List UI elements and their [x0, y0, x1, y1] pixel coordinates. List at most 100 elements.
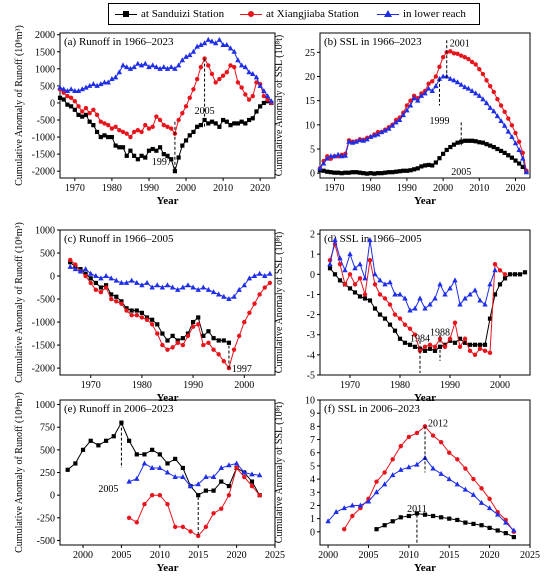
chart-c-series-0-point	[88, 276, 93, 281]
chart-e-series-0-point	[219, 479, 224, 484]
chart-a-series-1-point	[261, 93, 267, 99]
chart-a-series-1-point	[217, 76, 222, 82]
chart-d-series-1-point	[377, 292, 383, 297]
chart-b-series-1-point	[498, 103, 504, 108]
chart-c-ytick-label: 1000	[35, 226, 55, 237]
chart-b-series-2-point	[386, 125, 392, 131]
chart-b-ytick-label: 0	[310, 169, 315, 180]
chart-c-series-2-point	[88, 270, 94, 276]
chart-c-series-2-point	[139, 282, 145, 288]
chart-b-series-2-point	[494, 113, 501, 119]
chart-a-annotation-label: 1997	[152, 157, 172, 168]
chart-d-series-1-point	[362, 292, 368, 297]
chart-a-series-1-point	[235, 80, 241, 85]
chart-c-series-0-point	[103, 283, 109, 288]
chart-a-ytick-label: 1000	[35, 64, 55, 75]
chart-b-series-2-point	[462, 84, 468, 90]
chart-b-series-2-point	[360, 137, 367, 143]
chart-d-series-0-point	[457, 336, 463, 341]
chart-b-ylabel: Cumulative Anomaly of SSL (10⁸t)	[274, 35, 285, 176]
chart-d-series-0-point	[367, 298, 373, 303]
chart-f-series-2-point	[454, 481, 461, 487]
chart-b-series-2-point	[476, 92, 483, 98]
chart-b-series-2-point	[317, 165, 323, 171]
chart-b-series-1-point	[502, 109, 507, 114]
chart-a-series-1-point	[102, 121, 107, 126]
chart-a-title: (a) Runoff in 1966–2023	[64, 36, 174, 48]
chart-f-ytick-label: 10	[305, 396, 315, 407]
chart-f-series-1-point	[438, 439, 444, 445]
chart-e-series-0-point	[196, 493, 201, 498]
chart-a-series-1-point	[239, 85, 244, 90]
chart-c-series-2-point	[123, 279, 130, 285]
chart-a-series-1-point	[180, 110, 185, 116]
chart-d-series-0-point	[482, 342, 488, 347]
chart-b-series-2-point	[335, 151, 341, 157]
chart-e-series-1-point	[126, 515, 132, 521]
chart-b-xtick-label: 1990	[397, 183, 417, 194]
chart-a-series-0-point	[87, 119, 92, 124]
chart-d-series-2-point	[492, 267, 498, 273]
chart-a-series-2-point	[120, 62, 126, 68]
chart-d-series-2-point	[437, 281, 443, 287]
chart-a-series-1-point	[61, 90, 66, 95]
chart-d-series-1-point	[357, 276, 363, 281]
chart-f-ytick-label: 2	[310, 501, 315, 512]
chart-b-series-1-point	[491, 89, 496, 95]
chart-b-series-1-point	[516, 139, 522, 144]
chart-f-series-0-point	[471, 521, 476, 527]
chart-a-series-0-point	[169, 157, 174, 162]
chart-f-series-1-point	[471, 476, 476, 482]
chart-a-series-0-point	[176, 155, 181, 160]
chart-e-series-2-point	[141, 460, 148, 466]
chart-a-series-2-point	[187, 52, 193, 58]
chart-d-series-1-point	[482, 348, 488, 354]
chart-f-series-0-point	[511, 534, 516, 540]
chart-f-series-0-point	[382, 523, 387, 528]
chart-e-series-1-point	[234, 465, 239, 471]
chart-a-series-2-point	[205, 36, 211, 42]
chart-a-series-0-point	[117, 145, 122, 150]
chart-a-series-2-point	[216, 36, 223, 42]
chart-a-series-2-point	[153, 64, 160, 70]
chart-a-series-1-point	[213, 80, 218, 85]
chart-d-series-0-point	[397, 336, 403, 341]
chart-f-ytick-label: 1	[310, 514, 315, 525]
chart-a-xtick-label: 1990	[139, 183, 159, 194]
chart-c-series-1-point	[119, 301, 124, 306]
chart-f-series-0-point	[398, 515, 403, 520]
chart-a-series-1-point	[187, 95, 192, 101]
chart-b-series-0-point	[404, 168, 409, 173]
chart-d-panel: 1970 1980 1990 2000 -5 -4 -3 -2 -1 0 1 2 Year Cumulat…	[274, 229, 531, 404]
chart-e-series-1-point	[134, 520, 139, 525]
chart-b-series-2-point	[469, 88, 475, 93]
chart-c-series-0-point	[124, 306, 129, 311]
chart-a-series-1-point	[243, 92, 248, 97]
chart-a-series-2-point	[238, 62, 245, 68]
chart-b-series-2-point	[411, 95, 417, 101]
chart-d-ylabel: Cumulative Anomaly of SSL (10⁸t)	[274, 232, 285, 373]
chart-a-ytick-label: -1500	[32, 150, 55, 161]
chart-a-series-0-point	[94, 129, 100, 135]
chart-a-series-2-point	[72, 88, 78, 93]
chart-d-series-2-point	[352, 265, 358, 271]
chart-b-panel: 1970 1980 1990 2000 2010 2020 0 5 10 15 20 25 Year Cu…	[274, 32, 531, 207]
chart-f-series-1-point	[342, 526, 347, 532]
chart-c-series-0-point	[185, 331, 191, 336]
chart-f-series-2-point	[446, 476, 452, 482]
chart-c-series-1-point	[83, 273, 88, 279]
chart-d-series-1-point	[457, 344, 463, 350]
chart-d-series-0-point	[407, 342, 413, 347]
chart-f-series-1-point	[382, 470, 387, 475]
chart-d-series-0-point	[462, 340, 468, 345]
chart-e-series-2-point	[249, 471, 255, 477]
legend-swatch-sanduizi	[115, 8, 137, 20]
chart-d-series-0-point	[502, 276, 508, 281]
chart-f-series-0-point	[439, 515, 444, 520]
chart-c-series-2-point	[159, 284, 166, 290]
chart-d-annotation-label: 1984	[410, 334, 430, 345]
chart-d-series-1-point	[427, 342, 433, 347]
chart-d-series-0-point	[467, 342, 473, 347]
chart-a-series-0-point	[206, 121, 211, 126]
chart-b-series-0-point	[408, 168, 413, 173]
